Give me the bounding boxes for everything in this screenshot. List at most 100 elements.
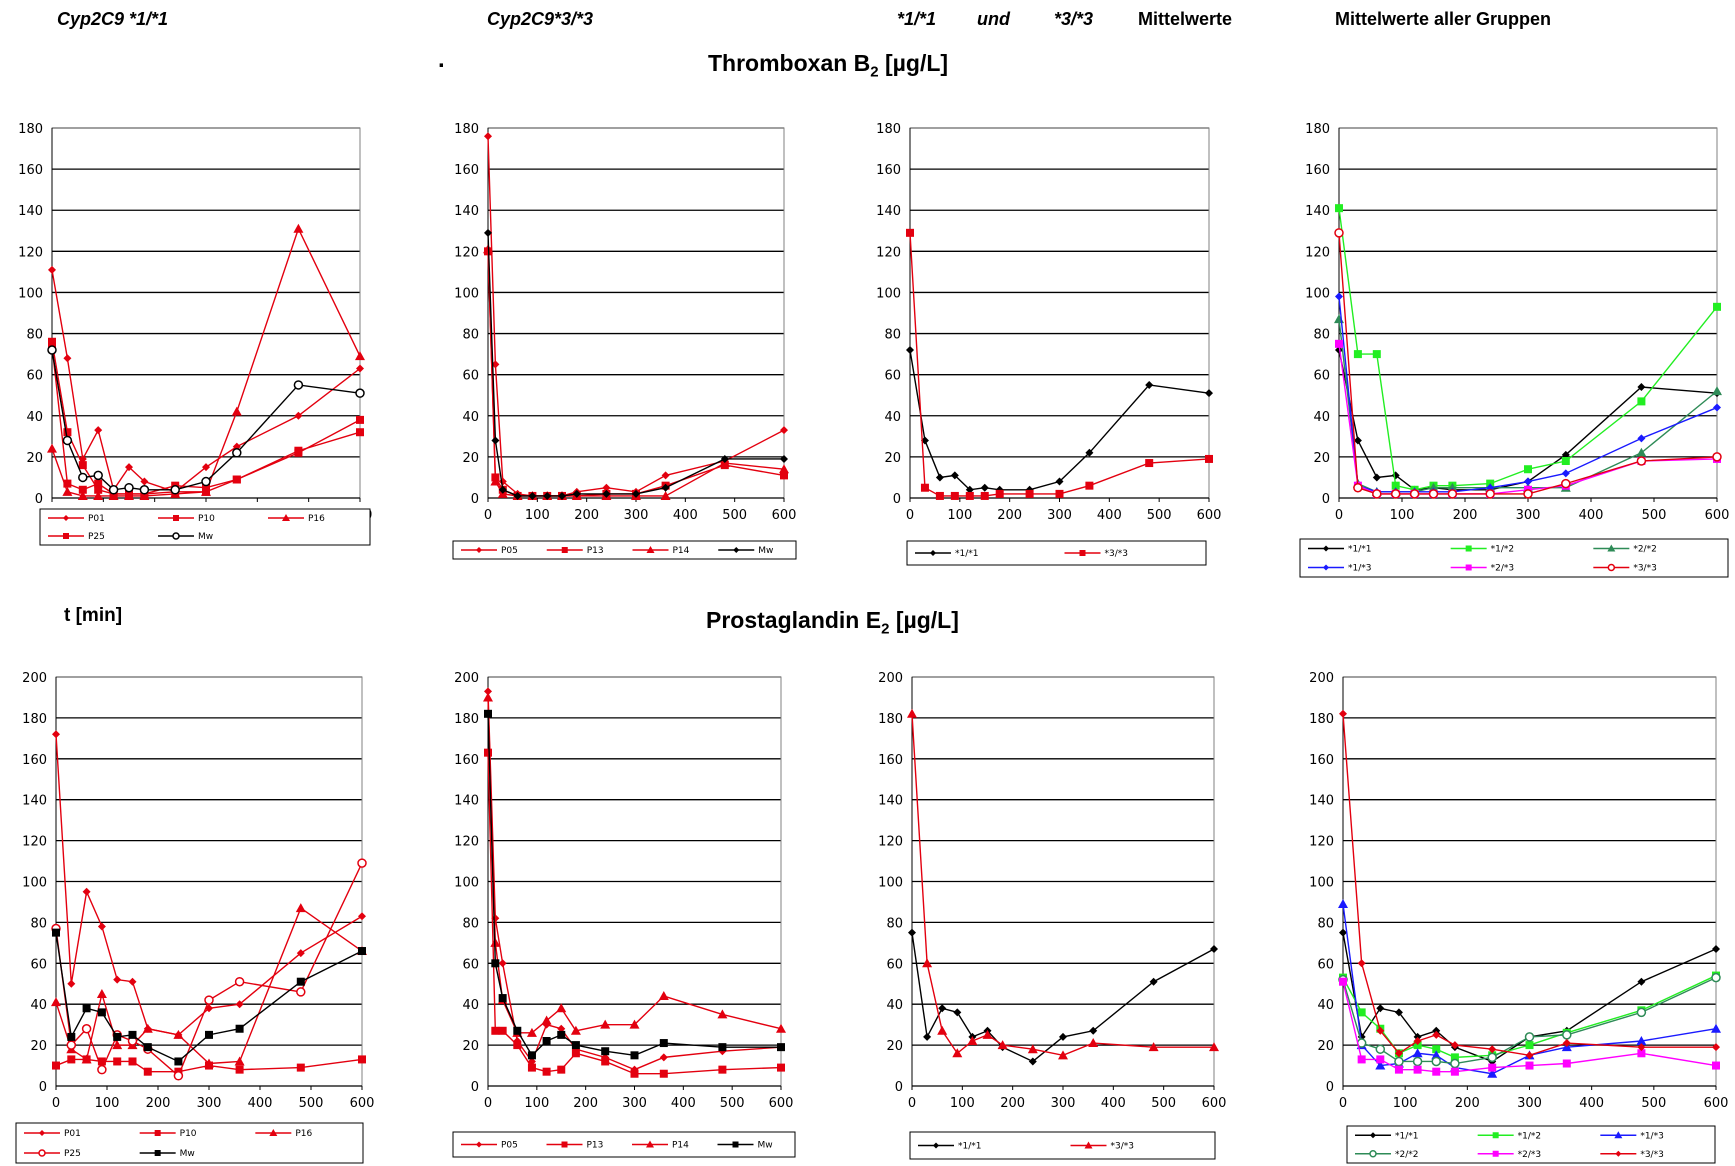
legend-marker [1492, 1150, 1499, 1157]
legend-label: P14 [672, 1141, 689, 1151]
data-point [1636, 1036, 1647, 1046]
series-line-*1/*1 [1342, 932, 1717, 1063]
data-point [907, 708, 917, 718]
legend-label: P13 [587, 1141, 604, 1151]
y-tick-label: 120 [18, 245, 43, 260]
data-point [93, 490, 104, 500]
data-point [1524, 1032, 1535, 1042]
data-point [48, 265, 56, 274]
y-tick-label: 80 [1313, 328, 1330, 343]
y-tick-label: 60 [462, 957, 479, 972]
legend-marker [561, 1141, 568, 1148]
x-tick-label: 200 [146, 1096, 171, 1111]
legend-box [452, 540, 797, 560]
data-point [234, 1056, 245, 1066]
section-title-prostaglandin-unit: [µg/L] [889, 607, 959, 633]
data-point [81, 1023, 92, 1034]
y-tick-label: 200 [1309, 671, 1334, 686]
y-tick-label: 20 [462, 451, 479, 466]
data-point [935, 491, 944, 500]
legend-label: P01 [64, 1129, 81, 1139]
legend-label: P10 [198, 514, 215, 524]
data-point [1375, 1044, 1386, 1054]
y-tick-label: 20 [1313, 451, 1330, 466]
data-point [1562, 1059, 1571, 1068]
data-point [1335, 204, 1343, 213]
legend-marker [1323, 564, 1329, 571]
data-point [1028, 1057, 1037, 1066]
data-point [1394, 1049, 1403, 1058]
data-point [77, 490, 88, 500]
data-point [922, 958, 933, 968]
data-point [491, 436, 500, 445]
data-point [1712, 1061, 1720, 1070]
chart-txb2-33: 0 20 40 60 80 100 120 140 160 180 0 100 200 300 400 500… [452, 122, 797, 560]
data-point [124, 482, 134, 493]
y-tick-label: 160 [878, 753, 903, 768]
data-point [296, 949, 305, 958]
legend-box [906, 540, 1207, 566]
y-tick-label: 160 [18, 163, 43, 178]
legend-marker [476, 1141, 482, 1148]
data-point [1712, 386, 1722, 396]
legend-label: P14 [673, 546, 690, 556]
data-point [355, 351, 365, 361]
y-tick-label: 80 [1317, 916, 1334, 931]
x-tick-label: 300 [1051, 1096, 1076, 1111]
y-tick-label: 160 [22, 753, 47, 768]
data-point [661, 471, 670, 480]
data-point [1339, 977, 1347, 986]
data-point [1711, 1023, 1721, 1033]
x-tick-label: 500 [1147, 508, 1172, 523]
x-tick-label: 600 [350, 1096, 375, 1111]
data-point [1059, 1032, 1067, 1041]
data-point [66, 1040, 77, 1050]
x-tick-label: 100 [525, 508, 550, 523]
y-tick-label: 140 [454, 794, 479, 809]
data-point [1335, 346, 1343, 354]
section-title-prostaglandin-sub: 2 [881, 620, 890, 638]
legend-label: *2/*2 [1633, 545, 1656, 555]
data-point [601, 1047, 610, 1056]
legend-marker [646, 546, 655, 553]
y-tick-label: 200 [878, 671, 903, 686]
legend-label: *1/*1 [1348, 545, 1371, 555]
data-point [234, 976, 245, 987]
y-tick-label: 140 [876, 204, 901, 219]
data-point [78, 485, 87, 494]
data-point [980, 491, 989, 500]
legend-marker [1084, 1141, 1093, 1149]
data-point [484, 709, 492, 718]
data-point [204, 995, 214, 1005]
data-point [1637, 383, 1646, 391]
data-point [1027, 1044, 1038, 1054]
y-tick-label: 20 [1317, 1039, 1334, 1054]
x-tick-label: 400 [1579, 508, 1604, 523]
data-point [906, 346, 914, 354]
legend: *1/*1 *3/*3 [909, 1131, 1216, 1160]
data-point [1636, 456, 1647, 466]
data-point [128, 1057, 137, 1066]
data-point [780, 426, 788, 435]
y-tick-label: 40 [462, 998, 479, 1013]
data-point [1413, 1041, 1422, 1050]
section-title-prostaglandin-main: Prostaglandin E [706, 607, 882, 633]
y-tick-label: 60 [26, 369, 43, 384]
data-point [82, 887, 91, 896]
data-point [356, 428, 364, 437]
data-point [952, 1048, 963, 1058]
series-line-*3/*3 [1342, 713, 1716, 1057]
data-point [63, 479, 72, 488]
data-point [1637, 397, 1646, 406]
legend: *1/*1 *1/*2 *2/*2 *1/*3 *2/*3 *3/*3 [1299, 538, 1729, 578]
legend-label: P25 [64, 1149, 81, 1159]
data-point [498, 485, 507, 494]
y-tick-label: 140 [878, 794, 903, 809]
data-point [1372, 473, 1381, 482]
data-point [661, 483, 670, 492]
data-point [659, 1039, 668, 1048]
data-point [1488, 1063, 1497, 1072]
legend-marker [646, 1140, 654, 1148]
x-tick-label: 600 [1202, 1096, 1227, 1111]
data-point [982, 1029, 993, 1039]
